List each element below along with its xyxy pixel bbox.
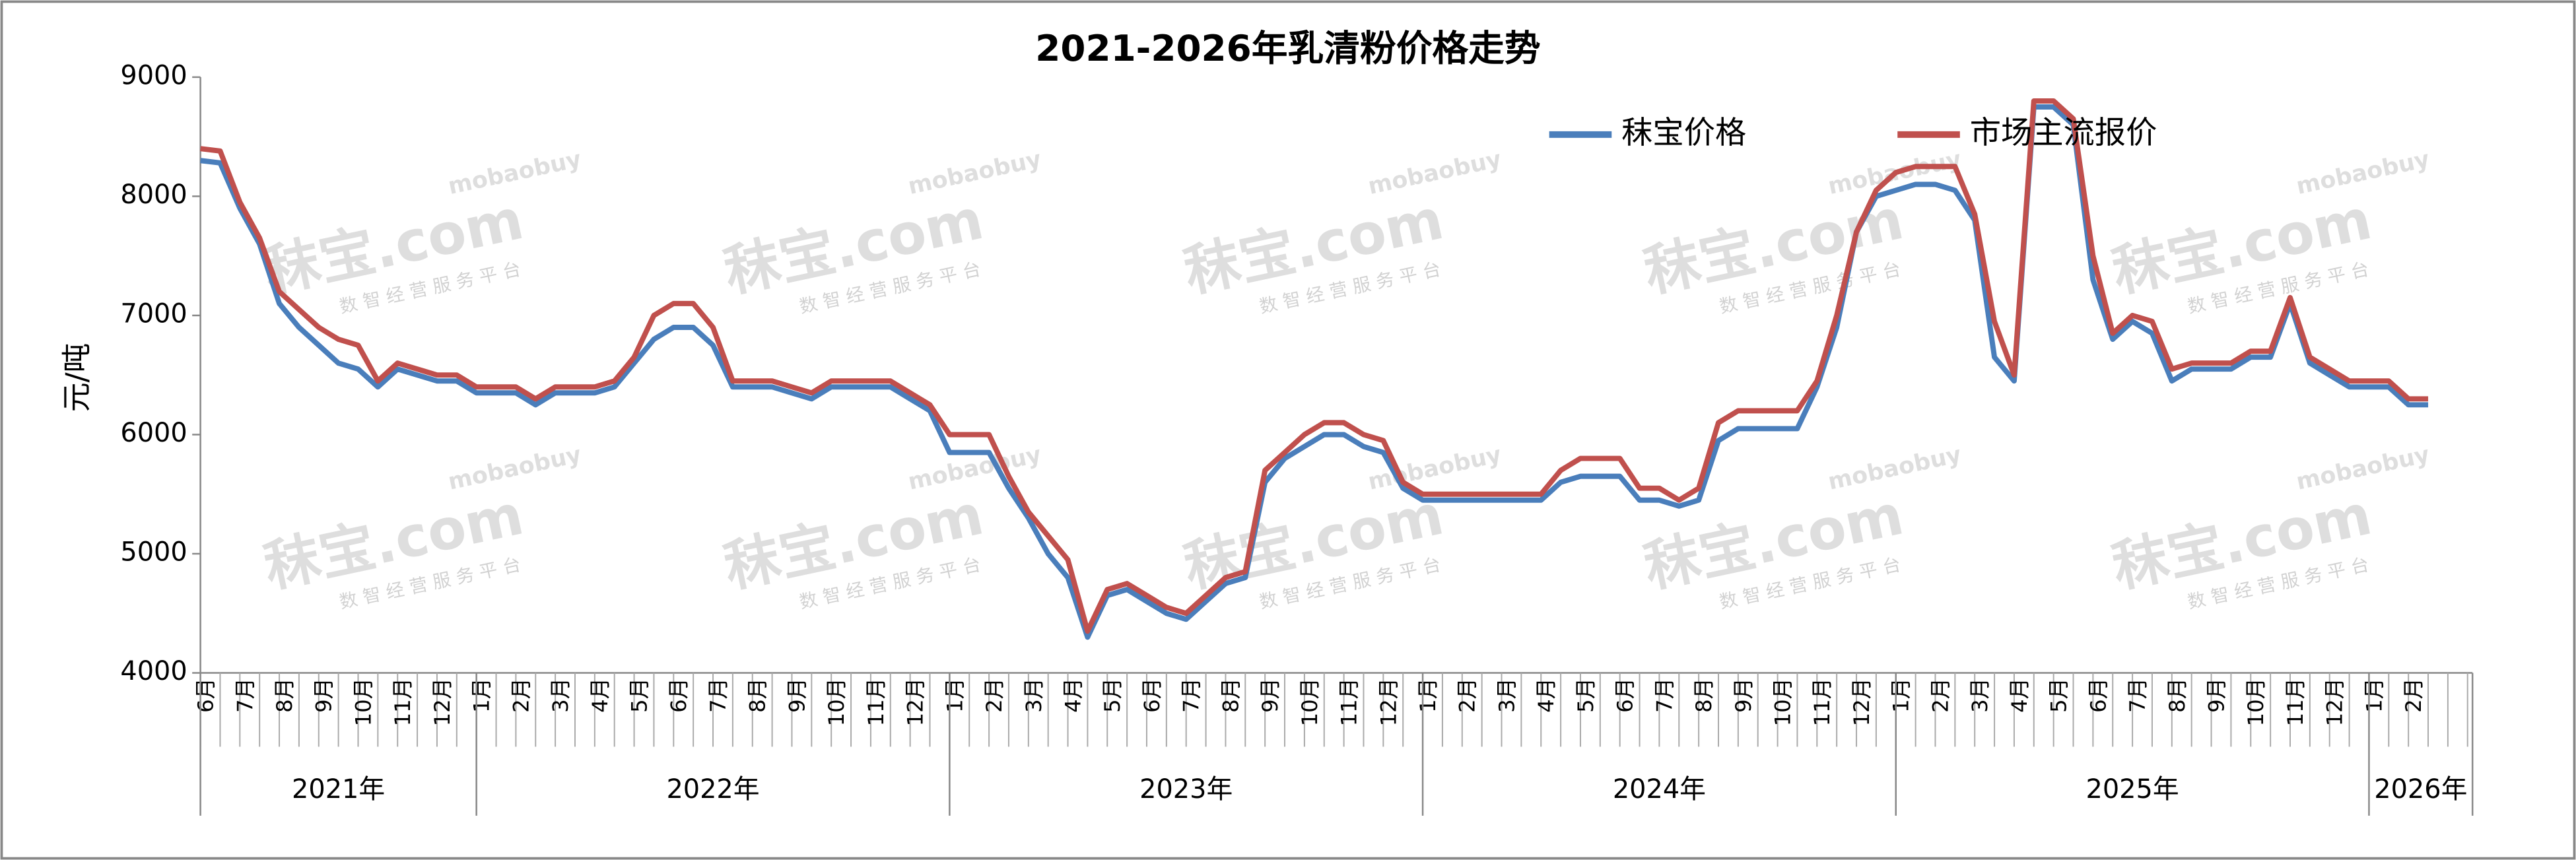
x-tick-label: 2月 — [982, 678, 1007, 713]
x-tick-label: 2月 — [508, 678, 533, 713]
x-tick-label: 2月 — [2401, 678, 2426, 713]
year-label: 2026年 — [2374, 774, 2467, 805]
year-label: 2024年 — [1613, 774, 1706, 805]
y-tick-label: 4000 — [120, 656, 187, 686]
chart-title: 2021-2026年乳清粉价格走势 — [1035, 27, 1540, 69]
x-tick-label: 10月 — [1771, 678, 1796, 726]
x-tick-label: 6月 — [666, 678, 691, 713]
x-tick-label: 12月 — [2322, 678, 2348, 726]
x-tick-label: 9月 — [312, 678, 337, 713]
x-tick-label: 1月 — [1889, 678, 1914, 713]
x-tick-label: 8月 — [272, 678, 297, 713]
x-tick-label: 9月 — [784, 678, 809, 713]
x-tick-label: 11月 — [2283, 678, 2308, 726]
y-axis-label: 元/吨 — [59, 343, 94, 413]
x-tick-label: 1月 — [2361, 678, 2387, 713]
x-tick-label: 1月 — [1415, 678, 1441, 713]
x-tick-label: 8月 — [745, 678, 770, 713]
x-tick-label: 12月 — [430, 678, 455, 726]
series-line — [200, 98, 2429, 634]
y-tick-label: 5000 — [120, 537, 187, 568]
x-tick-label: 3月 — [548, 678, 573, 713]
year-label: 2025年 — [2086, 774, 2179, 805]
x-tick-label: 6月 — [1613, 678, 1638, 713]
x-tick-label: 10月 — [2243, 678, 2268, 726]
x-tick-label: 2月 — [1455, 678, 1480, 713]
x-tick-label: 9月 — [1258, 678, 1283, 713]
x-tick-label: 7月 — [232, 678, 257, 713]
x-tick-label: 5月 — [1573, 678, 1598, 713]
x-tick-label: 1月 — [942, 678, 967, 713]
x-tick-label: 6月 — [2085, 678, 2111, 713]
x-tick-label: 10月 — [1297, 678, 1322, 726]
y-tick-label: 7000 — [120, 298, 187, 329]
year-label: 2023年 — [1139, 774, 1233, 805]
x-tick-label: 7月 — [1179, 678, 1204, 713]
x-tick-label: 12月 — [1849, 678, 1874, 726]
year-label: 2021年 — [292, 774, 385, 805]
y-tick-label: 6000 — [120, 418, 187, 448]
x-tick-label: 5月 — [627, 678, 652, 713]
series-line — [200, 104, 2429, 640]
x-tick-label: 6月 — [1139, 678, 1165, 713]
x-tick-label: 12月 — [1376, 678, 1401, 726]
y-tick-label: 9000 — [120, 60, 187, 90]
year-label: 2022年 — [666, 774, 759, 805]
x-tick-label: 6月 — [193, 678, 219, 713]
x-tick-label: 3月 — [1967, 678, 1992, 713]
x-tick-label: 7月 — [1652, 678, 1677, 713]
x-tick-label: 4月 — [588, 678, 613, 713]
x-tick-label: 7月 — [2125, 678, 2150, 713]
x-tick-label: 4月 — [2007, 678, 2032, 713]
x-tick-label: 11月 — [1337, 678, 1362, 726]
legend-label: 市场主流报价 — [1970, 115, 2157, 151]
y-tick-label: 8000 — [120, 180, 187, 210]
x-tick-label: 11月 — [390, 678, 415, 726]
x-tick-label: 5月 — [2047, 678, 2072, 713]
legend-label: 秣宝价格 — [1621, 115, 1746, 151]
x-tick-label: 11月 — [864, 678, 889, 726]
x-tick-label: 8月 — [1691, 678, 1716, 713]
x-tick-label: 4月 — [1534, 678, 1559, 713]
x-tick-label: 5月 — [1100, 678, 1125, 713]
x-tick-label: 9月 — [1731, 678, 1756, 713]
x-tick-label: 8月 — [1218, 678, 1243, 713]
x-tick-label: 7月 — [706, 678, 731, 713]
x-tick-label: 2月 — [1928, 678, 1953, 713]
x-tick-label: 9月 — [2204, 678, 2229, 713]
x-tick-label: 10月 — [351, 678, 376, 726]
x-tick-label: 11月 — [1810, 678, 1835, 726]
x-tick-label: 3月 — [1021, 678, 1046, 713]
x-tick-label: 10月 — [824, 678, 849, 726]
x-tick-label: 4月 — [1060, 678, 1085, 713]
x-tick-label: 1月 — [469, 678, 494, 713]
x-tick-label: 3月 — [1494, 678, 1519, 713]
x-tick-label: 8月 — [2165, 678, 2190, 713]
x-tick-label: 12月 — [903, 678, 928, 726]
